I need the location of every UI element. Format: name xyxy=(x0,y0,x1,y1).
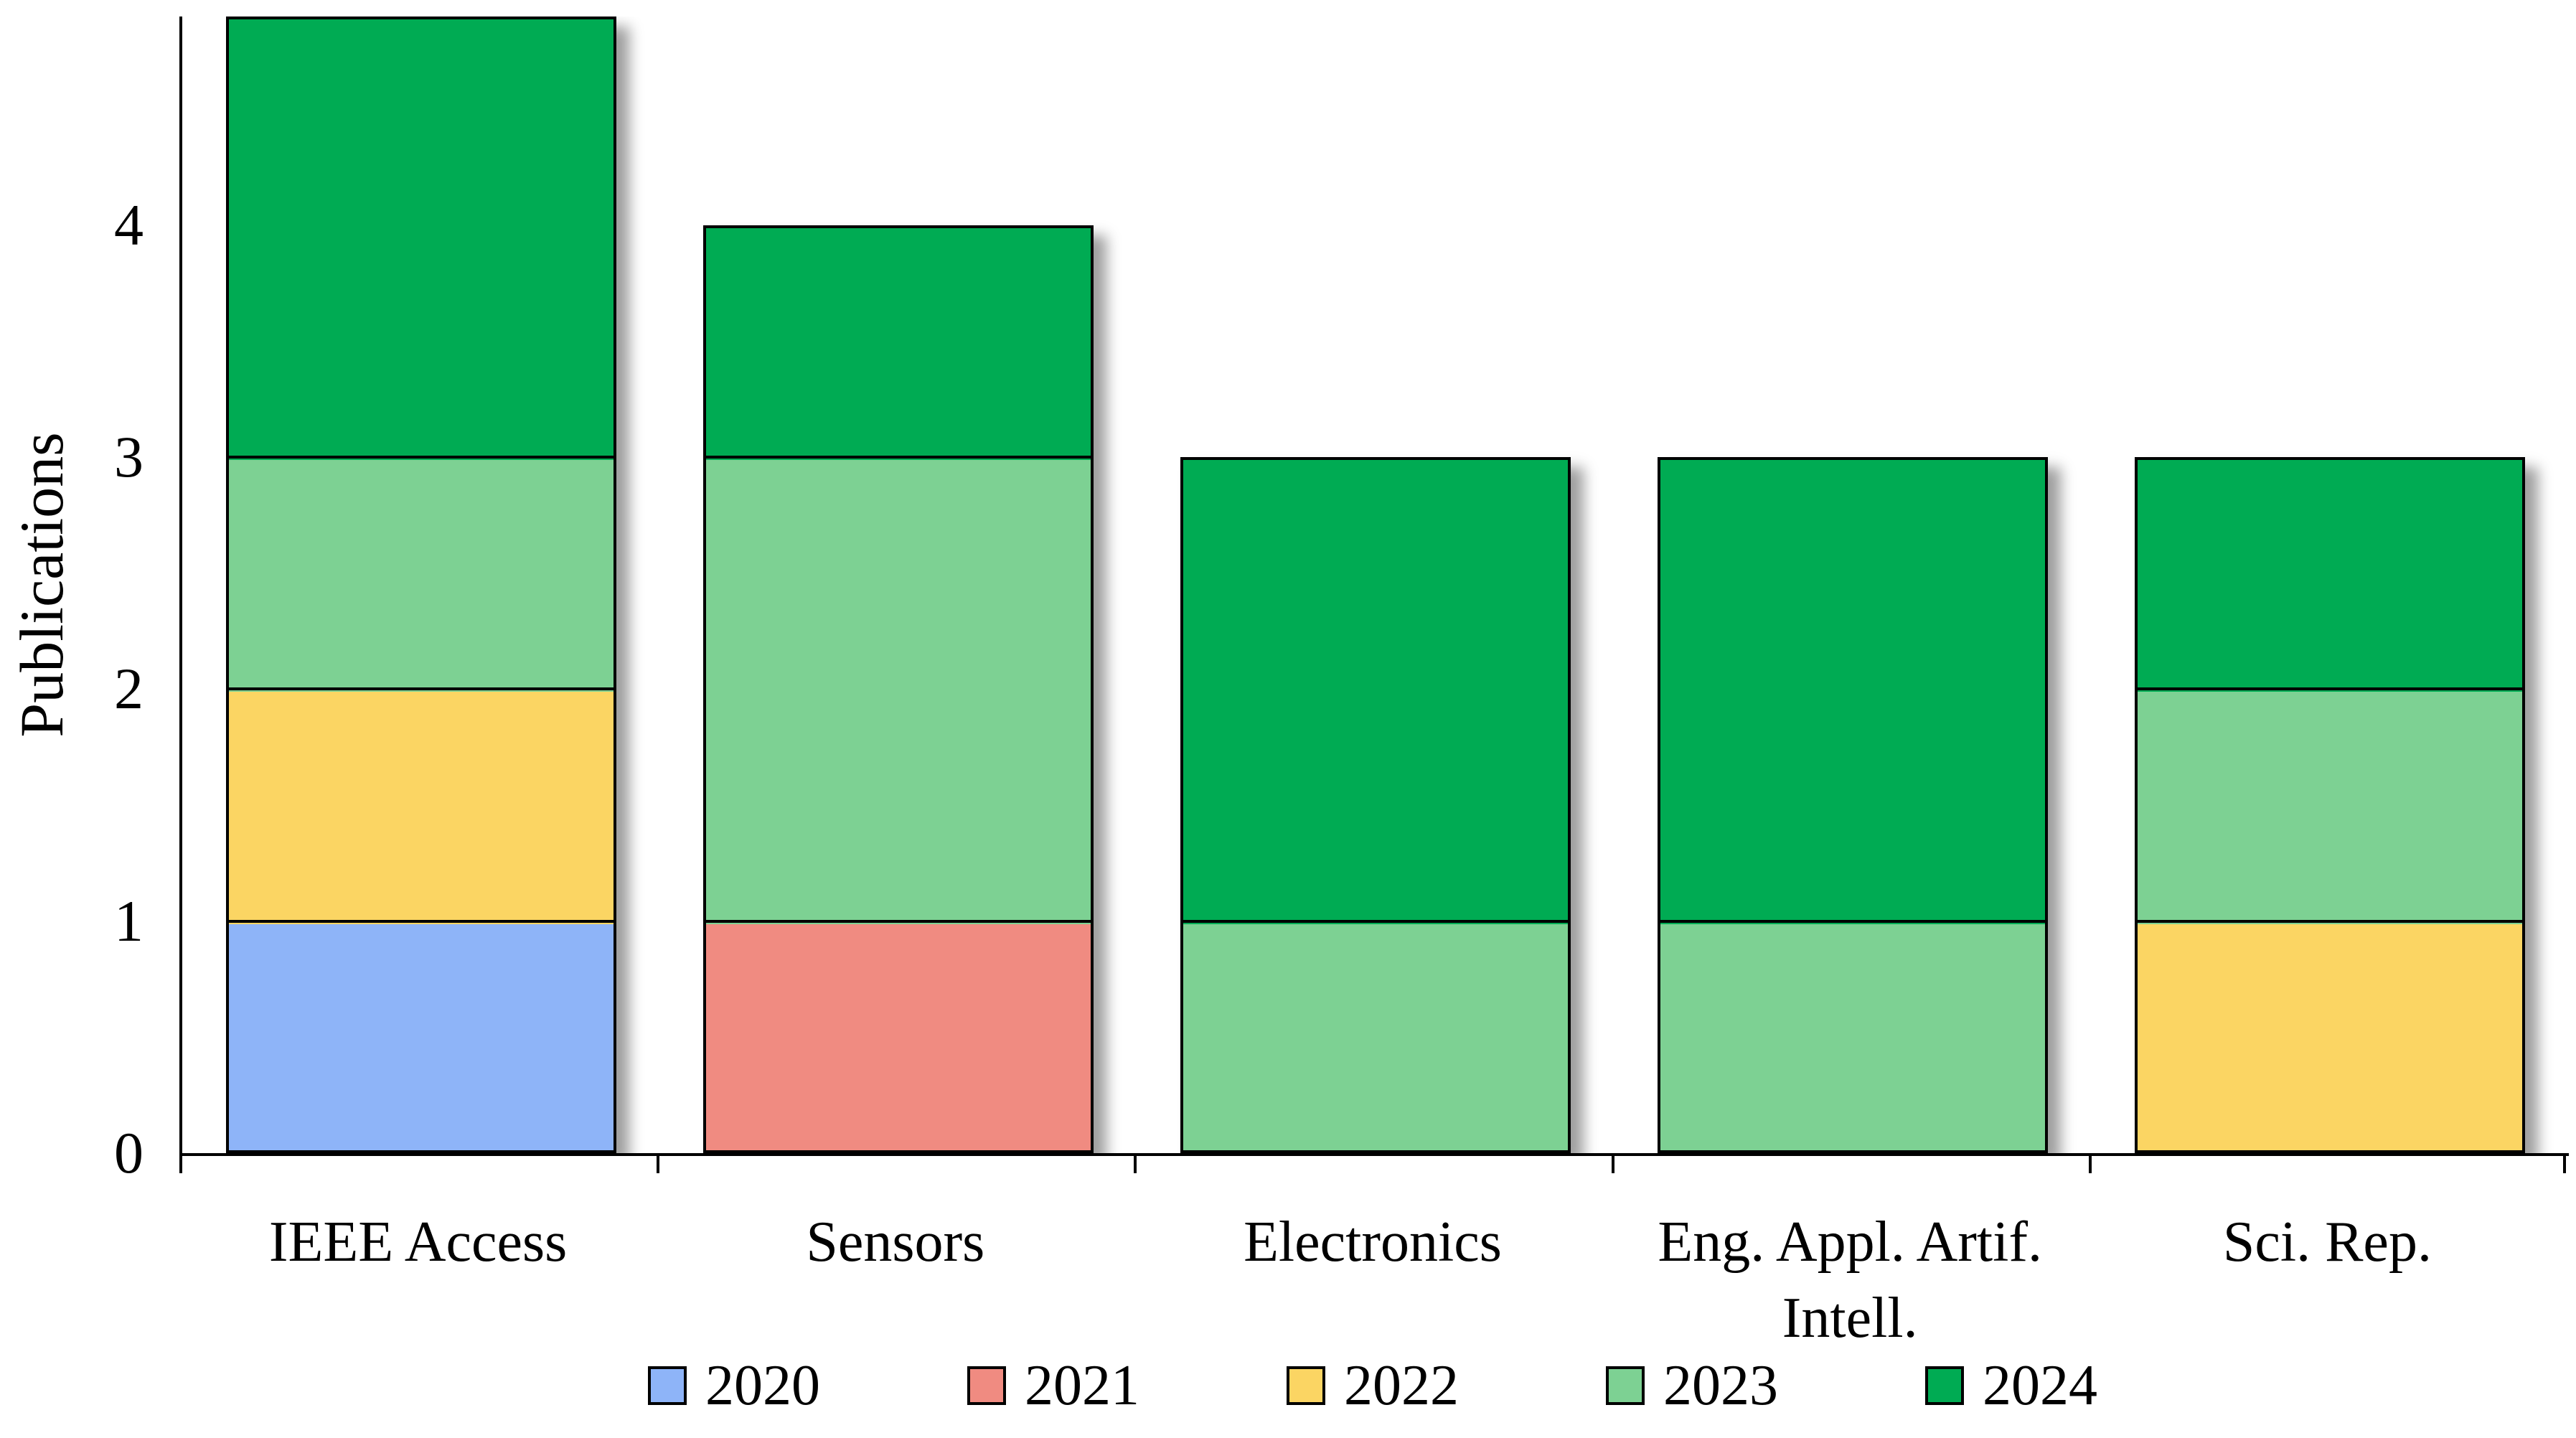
y-tick-label: 4 xyxy=(114,192,144,258)
segment-2022 xyxy=(228,689,614,924)
y-tick-label: 3 xyxy=(114,424,144,490)
legend-label: 2024 xyxy=(1983,1354,2097,1417)
category-label: Sci. Rep. xyxy=(2222,1211,2432,1274)
bars-container xyxy=(182,17,2569,1153)
segment-2023 xyxy=(2138,689,2523,924)
bar-ieee-access xyxy=(225,17,616,1153)
y-tick-label: 1 xyxy=(114,888,144,954)
bar-sensors xyxy=(702,225,1094,1153)
segment-divider xyxy=(705,456,1091,459)
category-label: Sensors xyxy=(806,1211,985,1274)
legend-swatch-2020 xyxy=(648,1366,687,1405)
x-axis-tick xyxy=(1611,1153,1614,1173)
legend-swatch-2022 xyxy=(1287,1366,1325,1405)
segment-2020 xyxy=(228,921,614,1150)
legend-label: 2021 xyxy=(1025,1354,1139,1417)
segment-2022 xyxy=(2138,921,2523,1150)
legend-label: 2023 xyxy=(1663,1354,1778,1417)
segment-divider xyxy=(2138,919,2523,923)
legend-label: 2022 xyxy=(1344,1354,1459,1417)
legend-swatch-2023 xyxy=(1606,1366,1645,1405)
segment-divider xyxy=(1183,919,1568,923)
x-axis-tick xyxy=(2088,1153,2092,1173)
segment-divider xyxy=(705,919,1091,923)
segment-divider xyxy=(228,687,614,691)
category-label: Electronics xyxy=(1244,1211,1502,1274)
legend-label: 2020 xyxy=(705,1354,820,1417)
segment-2023 xyxy=(1183,921,1568,1150)
segment-2024 xyxy=(1183,460,1568,924)
category-label: IEEE Access xyxy=(268,1211,568,1274)
segment-divider xyxy=(228,919,614,923)
segment-2024 xyxy=(228,19,614,461)
x-axis-tick xyxy=(2563,1153,2566,1173)
segment-2024 xyxy=(705,227,1091,461)
segment-2024 xyxy=(2138,460,2523,692)
legend-item-2024: 2024 xyxy=(1925,1355,2097,1416)
legend-swatch-2021 xyxy=(967,1366,1006,1405)
y-tick-label: 0 xyxy=(114,1120,144,1185)
legend-swatch-2024 xyxy=(1925,1366,1964,1405)
legend-item-2023: 2023 xyxy=(1606,1355,1778,1416)
segment-2021 xyxy=(705,921,1091,1150)
segment-2023 xyxy=(228,457,614,692)
legend-item-2022: 2022 xyxy=(1287,1355,1459,1416)
category-label: Eng. Appl. Artif. Intell. xyxy=(1658,1211,2042,1350)
bar-eng-appl-artif-intell- xyxy=(1658,457,2049,1153)
y-tick-label: 2 xyxy=(114,656,144,722)
bar-sci-rep- xyxy=(2135,457,2526,1153)
segment-2023 xyxy=(1660,921,2046,1150)
segment-2024 xyxy=(1660,460,2046,924)
legend-item-2021: 2021 xyxy=(967,1355,1139,1416)
segment-divider xyxy=(1660,919,2046,923)
segment-2023 xyxy=(705,457,1091,924)
x-axis-tick xyxy=(179,1153,182,1173)
x-axis-tick xyxy=(657,1153,660,1173)
segment-divider xyxy=(228,456,614,459)
bar-electronics xyxy=(1180,457,1571,1153)
legend-item-2020: 2020 xyxy=(648,1355,820,1416)
legend: 2020 2021 2022 2023 2024 xyxy=(179,1353,2566,1418)
plot-area xyxy=(179,17,2569,1156)
x-axis-tick xyxy=(1134,1153,1137,1173)
segment-divider xyxy=(2138,687,2523,691)
